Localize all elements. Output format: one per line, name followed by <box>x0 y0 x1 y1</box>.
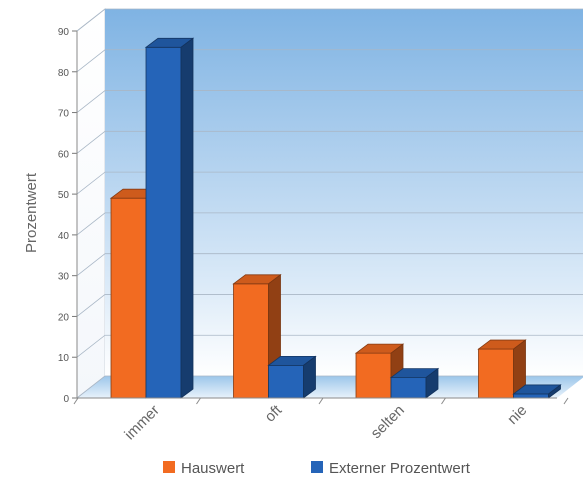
bar-externer-prozentwert-selten <box>389 367 440 399</box>
gridline <box>76 90 583 113</box>
x-tick-mark <box>318 397 324 405</box>
bar-externer-prozentwert-immer <box>144 37 195 399</box>
legend-label-externer-prozentwert: Externer Prozentwert <box>329 460 471 477</box>
gridline <box>76 8 583 32</box>
legend-swatch-externer-prozentwert <box>311 461 323 473</box>
side-wall <box>76 7 106 400</box>
x-axis-labels: immer oft selten nie <box>121 401 530 443</box>
gridline <box>76 253 583 276</box>
x-tick-mark <box>441 397 446 405</box>
x-tick-label-nie: nie <box>504 402 530 428</box>
y-tick-label: 80 <box>58 68 70 79</box>
y-tick-label: 90 <box>58 27 70 38</box>
x-tick-label-oft: oft <box>262 401 286 425</box>
y-tick-label: 0 <box>63 394 69 405</box>
legend-swatch-hauswert <box>163 461 175 473</box>
gridline <box>76 49 583 73</box>
y-tick-label: 70 <box>58 109 70 120</box>
y-axis-label: Prozentwert <box>23 172 40 253</box>
y-tick-label: 50 <box>58 190 70 201</box>
y-tick-label: 10 <box>58 353 70 364</box>
legend: Hauswert Externer Prozentwert <box>163 460 471 477</box>
legend-label-hauswert: Hauswert <box>181 460 245 477</box>
y-tick-label: 60 <box>58 149 70 160</box>
gridlines <box>76 8 583 399</box>
bar-hauswert-nie <box>477 339 527 399</box>
floor <box>77 376 583 398</box>
x-tick-label-immer: immer <box>121 402 162 443</box>
y-tick-label: 30 <box>58 272 70 283</box>
x-tick-label-selten: selten <box>368 402 408 442</box>
x-tick-mark <box>196 397 201 405</box>
gridline <box>76 334 583 358</box>
x-axis-ticks <box>73 397 569 405</box>
gridline <box>76 130 583 154</box>
bar-hauswert-selten <box>354 343 405 399</box>
bar-externer-prozentwert-oft <box>267 355 317 399</box>
gridline <box>76 171 583 195</box>
bar-externer-prozentwert-nie <box>512 384 562 399</box>
gridline <box>76 212 583 236</box>
x-tick-mark <box>73 397 79 405</box>
bars <box>109 37 562 399</box>
gridline <box>76 294 583 317</box>
y-tick-label: 20 <box>58 312 70 323</box>
y-tick-label: 40 <box>58 231 70 242</box>
x-tick-mark <box>563 397 569 405</box>
y-axis-ticks: 0 10 20 30 40 50 60 70 80 90 <box>58 27 78 405</box>
